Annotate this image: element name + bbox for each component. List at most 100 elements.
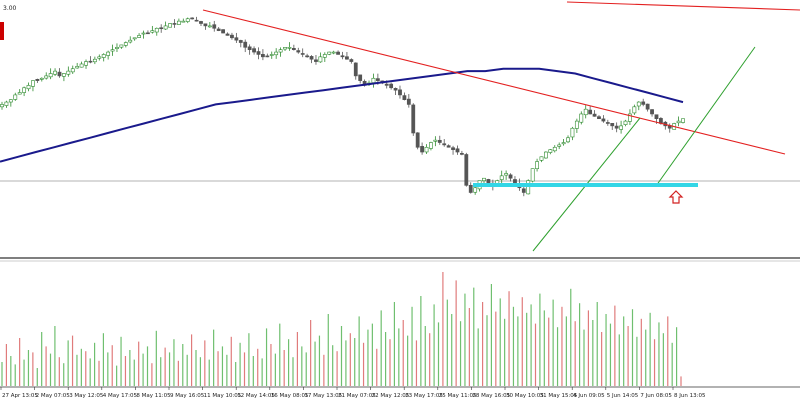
candle-body bbox=[53, 70, 57, 75]
top-price-label: 3.00 bbox=[3, 5, 17, 12]
candle-body bbox=[0, 104, 4, 108]
channel-upper-line bbox=[655, 46, 756, 187]
candle-body bbox=[185, 18, 190, 22]
candle-body bbox=[17, 92, 22, 95]
volume-bars bbox=[1, 272, 682, 386]
x-tick-label: 30 May 10:05 bbox=[506, 393, 544, 399]
candle-body bbox=[508, 174, 513, 179]
candle-body bbox=[681, 118, 685, 123]
candle-body bbox=[521, 188, 526, 193]
candle-body bbox=[97, 56, 102, 59]
candle-body bbox=[216, 28, 221, 31]
candle-body bbox=[579, 113, 584, 123]
descending-trend-line bbox=[202, 9, 786, 155]
candle-body bbox=[221, 29, 226, 34]
candle-body bbox=[194, 19, 199, 22]
candle-body bbox=[234, 37, 239, 41]
candle-body bbox=[230, 34, 234, 39]
candle-body bbox=[632, 106, 637, 114]
candle-body bbox=[256, 51, 261, 55]
candle-body bbox=[291, 48, 296, 50]
x-tick-label: 16 May 08:05 bbox=[271, 393, 309, 399]
candle-body bbox=[375, 78, 380, 81]
candle-body bbox=[504, 173, 509, 176]
candle-body bbox=[628, 113, 632, 122]
up-arrow-icon bbox=[668, 190, 684, 204]
candle-body bbox=[420, 146, 424, 153]
candle-body bbox=[451, 147, 455, 150]
candle-body bbox=[415, 132, 420, 148]
candle-body bbox=[433, 139, 438, 142]
candle-body bbox=[623, 120, 628, 125]
candle-body bbox=[349, 59, 354, 62]
candle-body bbox=[26, 85, 31, 90]
candle-body bbox=[398, 89, 402, 96]
candle-body bbox=[225, 33, 230, 36]
candle-body bbox=[473, 187, 478, 193]
candle-body bbox=[641, 101, 646, 105]
x-tick-label: 21 May 07:05 bbox=[338, 393, 376, 399]
candle-body bbox=[437, 139, 442, 143]
x-tick-label: 17 May 13:05 bbox=[304, 393, 342, 399]
x-tick-label: 23 May 17:05 bbox=[405, 393, 443, 399]
candle-body bbox=[336, 51, 340, 55]
candle-body bbox=[402, 95, 407, 100]
candle-body bbox=[274, 51, 279, 56]
x-tick-label: 8 Jun 13:05 bbox=[674, 393, 706, 399]
candle-body bbox=[106, 51, 111, 56]
candle-body bbox=[597, 116, 601, 120]
candle-body bbox=[137, 35, 141, 38]
candle-body bbox=[482, 177, 486, 182]
candle-body bbox=[539, 156, 544, 161]
candle-body bbox=[548, 149, 553, 153]
candle-body bbox=[318, 56, 323, 63]
candle-body bbox=[66, 70, 71, 75]
candle-body bbox=[605, 122, 610, 124]
candle-body bbox=[499, 175, 504, 180]
candle-body bbox=[168, 23, 172, 28]
candle-body bbox=[199, 21, 203, 24]
candle-body bbox=[610, 123, 615, 127]
candle-body bbox=[340, 55, 345, 58]
upper-trend-line bbox=[566, 1, 800, 11]
candle-body bbox=[159, 27, 164, 30]
candle-body bbox=[265, 55, 270, 58]
candle-body bbox=[119, 44, 124, 48]
moving-average-line bbox=[0, 67, 684, 163]
candle-body bbox=[287, 47, 292, 49]
candle-body bbox=[619, 125, 623, 130]
candle-body bbox=[146, 32, 150, 35]
candle-body bbox=[446, 145, 451, 148]
candle-body bbox=[296, 50, 301, 53]
candle-body bbox=[176, 20, 181, 25]
candle-body bbox=[84, 61, 88, 66]
candle-body bbox=[650, 109, 654, 115]
candle-body bbox=[327, 51, 332, 55]
candle-body bbox=[468, 184, 473, 193]
candle-body bbox=[150, 30, 155, 33]
candle-body bbox=[31, 80, 35, 87]
x-tick-label: 11 May 10:05 bbox=[204, 393, 242, 399]
candle-body bbox=[345, 56, 349, 60]
candle-body bbox=[252, 48, 256, 53]
candle-body bbox=[305, 55, 310, 58]
price-marker-box bbox=[0, 22, 4, 40]
candle-body bbox=[530, 168, 535, 182]
candle-body bbox=[190, 17, 195, 20]
candle-body bbox=[44, 75, 49, 79]
candle-body bbox=[371, 77, 376, 83]
candle-body bbox=[39, 77, 44, 80]
candle-body bbox=[384, 83, 389, 86]
candle-body bbox=[92, 58, 97, 63]
candle-body bbox=[70, 68, 75, 73]
x-tick-label: 4 Jun 09:05 bbox=[573, 393, 605, 399]
x-tick-label: 12 May 14:05 bbox=[237, 393, 275, 399]
candle-body bbox=[411, 104, 416, 134]
candle-body bbox=[614, 125, 619, 129]
candle-body bbox=[283, 47, 287, 50]
candle-body bbox=[57, 71, 62, 77]
candle-body bbox=[247, 46, 252, 50]
candle-body bbox=[322, 54, 327, 58]
candle-body bbox=[203, 23, 208, 27]
candle-body bbox=[115, 47, 119, 49]
